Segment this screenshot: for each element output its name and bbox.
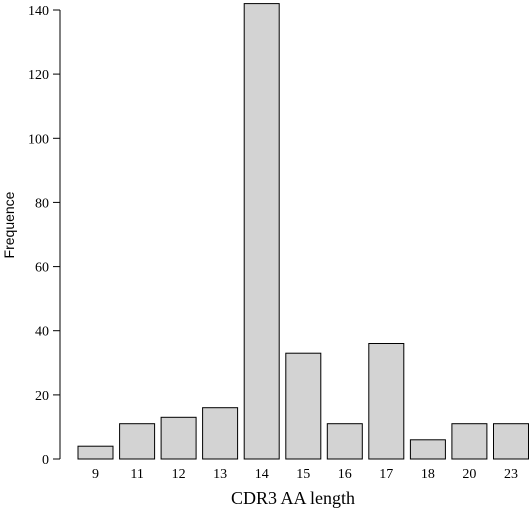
- x-tick-label-23: 23: [504, 467, 518, 482]
- y-tick-label-140: 140: [28, 4, 49, 19]
- bars-group: [77, 3, 529, 460]
- y-tick-label-60: 60: [35, 261, 49, 276]
- x-tick-label-18: 18: [421, 467, 435, 482]
- bar-18: [409, 439, 446, 460]
- bar-9: [77, 445, 114, 460]
- x-tick-label-17: 17: [379, 467, 393, 482]
- y-tick-label-40: 40: [35, 325, 49, 340]
- bar-12: [160, 416, 197, 460]
- x-tick-label-20: 20: [462, 467, 476, 482]
- y-ticks-group: 0 20 40 60 80 100 120 140: [28, 4, 60, 468]
- x-tick-label-12: 12: [172, 467, 186, 482]
- bar-20: [451, 423, 488, 460]
- bar-14: [243, 3, 280, 460]
- x-tick-label-14: 14: [255, 467, 269, 482]
- x-ticks-group: 9 11 12 13 14 15 16 17 18 20 23: [92, 467, 518, 482]
- y-tick-label-120: 120: [28, 68, 49, 83]
- x-tick-label-9: 9: [92, 467, 99, 482]
- y-tick-label-80: 80: [35, 196, 49, 211]
- bar-13: [202, 407, 239, 460]
- y-tick-label-0: 0: [42, 453, 49, 468]
- bar-15: [285, 352, 322, 460]
- bar-16: [326, 423, 363, 460]
- y-axis-title: Frequence: [1, 191, 17, 258]
- bar-23: [493, 423, 529, 460]
- y-tick-label-20: 20: [35, 389, 49, 404]
- x-axis-title: CDR3 AA length: [231, 488, 355, 508]
- x-tick-label-16: 16: [338, 467, 352, 482]
- y-tick-label-100: 100: [28, 132, 49, 147]
- bar-11: [119, 423, 156, 460]
- x-tick-label-15: 15: [296, 467, 310, 482]
- x-tick-label-13: 13: [213, 467, 227, 482]
- x-tick-label-11: 11: [130, 467, 143, 482]
- bar-17: [368, 343, 405, 460]
